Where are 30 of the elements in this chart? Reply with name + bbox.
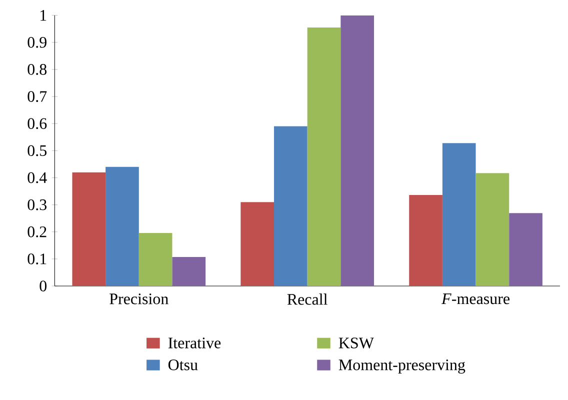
y-tick-label: 0 (40, 280, 46, 292)
y-tick-label: 0.6 (28, 118, 47, 130)
bar (274, 126, 308, 286)
y-tick-label: 0.7 (28, 91, 47, 102)
y-tick-label: 0.1 (28, 253, 46, 264)
y-tick-label: 0.2 (28, 226, 46, 238)
bar (442, 143, 476, 286)
bar (72, 172, 106, 286)
bar (240, 202, 274, 286)
bar (307, 28, 341, 286)
x-tick-label: Precision (110, 294, 168, 304)
legend-label: KSW (338, 338, 374, 348)
bar (509, 213, 542, 286)
bar (476, 173, 510, 286)
x-tick-label: F-measure (441, 294, 510, 304)
y-tick-label: 0.3 (28, 199, 46, 210)
legend-label: Moment-preserving (338, 360, 466, 374)
y-tick-label: 0.4 (28, 172, 47, 184)
bar (138, 232, 172, 286)
bar (409, 195, 442, 286)
bar (106, 166, 139, 286)
x-tick-label: Recall (287, 294, 328, 305)
legend-label: Iterative (168, 338, 221, 348)
bar (340, 15, 374, 286)
legend-label: Otsu (168, 360, 198, 370)
y-tick-label: 0.9 (28, 36, 46, 48)
bar (172, 257, 206, 286)
y-tick-label: 1 (40, 10, 46, 21)
y-tick-label: 0.5 (28, 145, 46, 156)
y-tick-label: 0.8 (28, 64, 46, 75)
